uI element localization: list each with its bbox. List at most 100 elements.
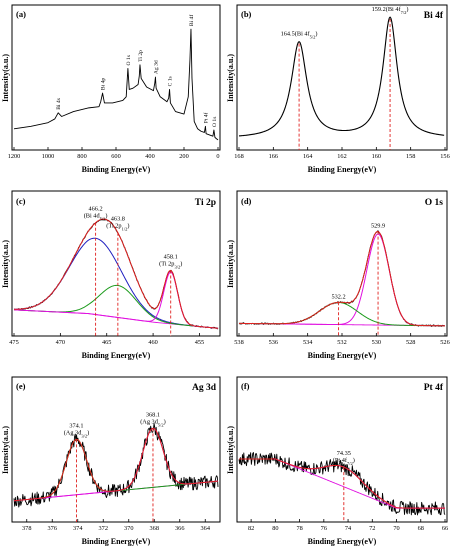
panel-c-ylabel: Intensity(a.u.) <box>1 240 10 288</box>
x-tick-label-e: 372 <box>99 525 108 532</box>
x-tick-label-a: 0 <box>216 153 219 160</box>
x-tick-label-c: 465 <box>102 339 111 346</box>
component-green-line <box>238 301 446 327</box>
peak-annotation-assignment: (Ti 2p3/2) <box>159 261 182 270</box>
fit-envelope-line <box>13 218 219 329</box>
x-tick-label-f: 72 <box>369 525 375 532</box>
x-tick-label-b: 156 <box>440 153 449 160</box>
component-magenta-line <box>238 233 446 327</box>
x-tick-label-e: 378 <box>22 525 31 532</box>
x-tick-label-d: 538 <box>234 339 243 346</box>
peak-annotation: 74.35 <box>337 450 351 457</box>
panel-d-ylabel: Intensity(a.u.) <box>226 240 235 288</box>
x-tick-label-c: 475 <box>9 339 18 346</box>
panel-e-xlabel: Binding Energy(eV) <box>82 537 151 546</box>
panel-a-label: (a) <box>16 9 26 19</box>
peak-annotation-assignment: (Ti 2p1/2) <box>106 223 129 232</box>
bi4f-spectrum-line <box>238 16 445 137</box>
panel-e-ylabel: Intensity(a.u.) <box>1 426 10 474</box>
x-tick-label-a: 1200 <box>8 153 21 160</box>
x-tick-label-a: 600 <box>111 153 120 160</box>
x-tick-label-b: 160 <box>372 153 381 160</box>
survey-peak-label: Bi 4p <box>101 78 107 90</box>
survey-peak-label: O 1s <box>212 117 218 127</box>
panel-e-frame <box>11 376 221 523</box>
x-tick-label-a: 200 <box>179 153 188 160</box>
x-tick-label-b: 158 <box>406 153 415 160</box>
panel-c-title: Ti 2p <box>195 198 216 208</box>
peak-annotation: 374.1 <box>69 422 83 429</box>
panel-d-label: (d) <box>241 196 252 206</box>
raw-spectrum-line <box>13 422 219 508</box>
raw-spectrum-line <box>13 218 219 330</box>
survey-peak-label: Ag 3d <box>153 60 159 74</box>
panel-e-label: (e) <box>16 381 26 391</box>
peak-annotation-assignment: (Ag 3d5/2) <box>140 418 166 427</box>
x-tick-label-a: 1000 <box>42 153 55 160</box>
panel-pt4f: (f) Pt 4f Binding Energy(eV) Intensity(a… <box>226 376 448 546</box>
panel-f-frame <box>236 376 448 523</box>
x-tick-label-c: 455 <box>195 339 204 346</box>
survey-peak-label: Bi 4s <box>56 98 62 110</box>
x-tick-label-b: 168 <box>234 153 243 160</box>
panel-f-label: (f) <box>241 381 250 391</box>
peak-annotation: 159.2(Bi 4f7/2) <box>372 6 409 15</box>
x-tick-label-b: 164 <box>303 153 313 160</box>
peak-annotation: 463.8 <box>111 216 125 223</box>
panel-f-ylabel: Intensity(a.u.) <box>226 426 235 474</box>
x-tick-label-f: 74 <box>345 525 352 532</box>
panel-c-label: (c) <box>16 196 26 206</box>
panel-b-xlabel: Binding Energy(eV) <box>308 165 377 174</box>
peak-annotation-assignment: (Ag 3d3/2) <box>64 429 90 438</box>
x-tick-label-d: 536 <box>269 339 278 346</box>
panel-survey: (a) Binding Energy(eV) Intensity(a.u.) <box>1 4 221 174</box>
panel-ti2p: (c) Ti 2p Binding Energy(eV) Intensity(a… <box>1 190 221 360</box>
panel-d-title: O 1s <box>425 198 444 208</box>
x-tick-label-a: 800 <box>77 153 86 160</box>
survey-peak-label: Ti 2p <box>138 50 144 62</box>
panel-c-xlabel: Binding Energy(eV) <box>82 351 151 360</box>
x-tick-label-f: 66 <box>442 525 448 532</box>
peak-annotation: 466.2 <box>89 206 103 213</box>
peak-annotation: 458.1 <box>164 254 178 261</box>
survey-peak-label: Bi 4f <box>188 15 195 26</box>
panel-d-frame <box>236 190 448 337</box>
x-tick-label-b: 166 <box>269 153 278 160</box>
component-blue-line <box>13 237 219 329</box>
panel-c-frame <box>11 190 221 337</box>
raw-spectrum-line <box>238 230 446 327</box>
x-tick-label-f: 80 <box>272 525 278 532</box>
peak-annotation: 529.9 <box>371 223 385 230</box>
panel-a-xlabel: Binding Energy(eV) <box>82 165 151 174</box>
chart-marks: 1200 1000 800 600 400 200 0 Bi 4s Bi 4p O 1s Ti 2p… <box>8 6 450 532</box>
peak-annotation: 164.5(Bi 4f5/2) <box>281 31 318 40</box>
x-tick-label-f: 70 <box>393 525 399 532</box>
x-tick-label-d: 532 <box>337 339 346 346</box>
x-tick-label-d: 528 <box>406 339 415 346</box>
peak-annotation-assignment: (Pt 4f7/2) <box>333 457 355 466</box>
survey-spectrum-line <box>13 28 219 141</box>
x-tick-label-f: 76 <box>321 525 327 532</box>
fit-envelope-line <box>13 427 219 502</box>
raw-spectrum-line <box>238 452 446 516</box>
x-tick-label-f: 82 <box>248 525 254 532</box>
panel-b-frame <box>236 4 448 151</box>
panel-ag3d: (e) Ag 3d Binding Energy(eV) Intensity(a… <box>1 376 221 546</box>
survey-peak-label: O 1s <box>126 55 132 65</box>
x-tick-label-e: 364 <box>201 525 211 532</box>
peak-annotation-assignment: (Bi 4d5/2) <box>84 213 108 222</box>
fit-envelope-line <box>239 458 445 509</box>
panel-b-ylabel: Intensity(a.u.) <box>226 54 235 102</box>
panel-f-title: Pt 4f <box>424 383 444 393</box>
x-tick-label-e: 374 <box>73 525 83 532</box>
panel-d-xlabel: Binding Energy(eV) <box>308 351 377 360</box>
x-tick-label-e: 376 <box>48 525 57 532</box>
x-tick-label-d: 526 <box>440 339 449 346</box>
x-tick-label-d: 530 <box>372 339 381 346</box>
x-tick-label-e: 370 <box>124 525 133 532</box>
panel-o1s: (d) O 1s Binding Energy(eV) Intensity(a.… <box>226 190 448 360</box>
panel-b-label: (b) <box>241 9 252 19</box>
survey-peak-label: C 1s <box>168 76 174 86</box>
panel-bi4f: (b) Bi 4f Binding Energy(eV) Intensity(a… <box>226 4 448 174</box>
